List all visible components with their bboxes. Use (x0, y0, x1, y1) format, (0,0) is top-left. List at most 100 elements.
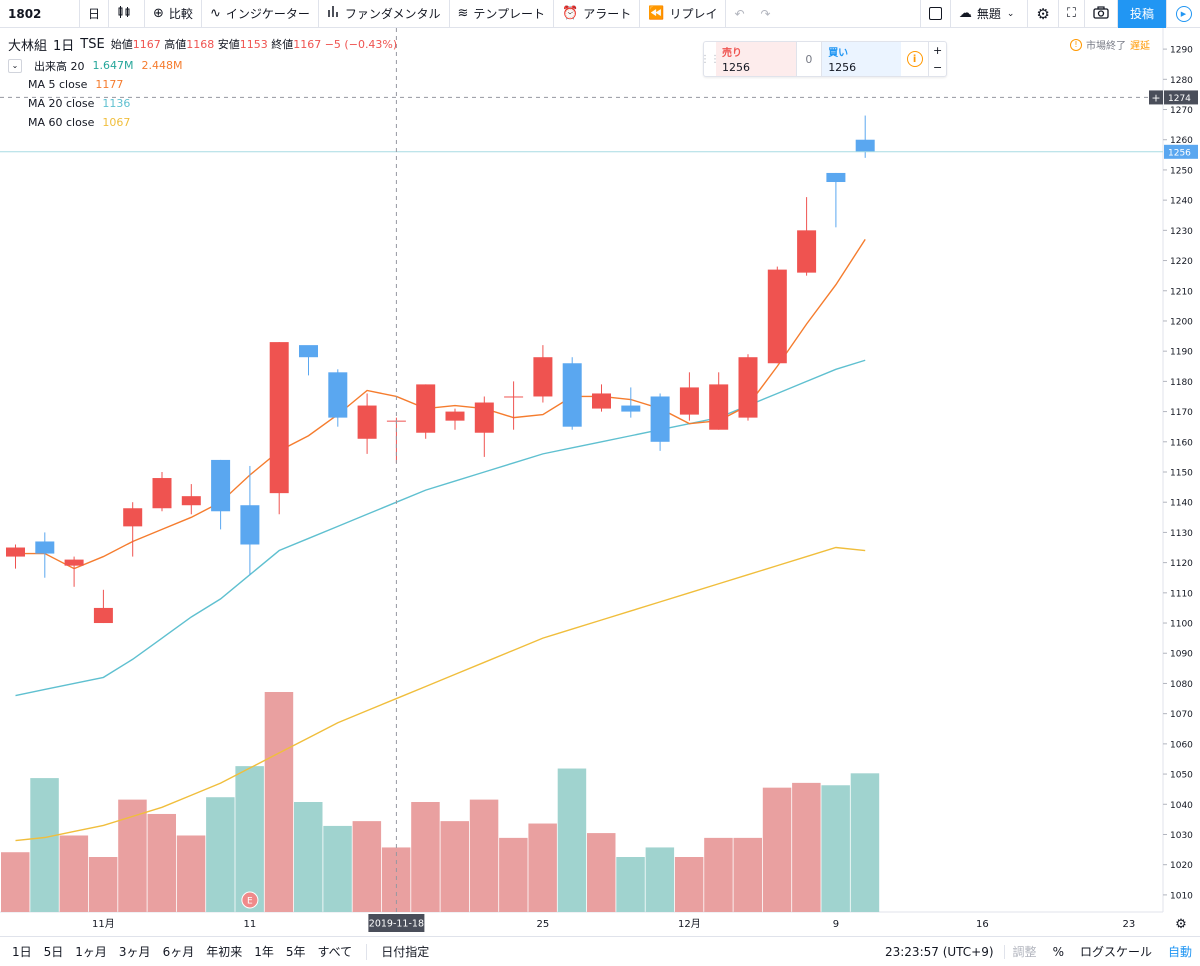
price-tick-label: 1030 (1170, 831, 1193, 841)
candle-body (416, 384, 436, 433)
bottom-toolbar: 1日 5日 1ヶ月 3ヶ月 6ヶ月 年初来 1年 5年 すべて 日付指定 23:23:57 (U… (0, 936, 1200, 966)
info-button[interactable]: i (901, 42, 928, 76)
axis-settings-gear-icon[interactable]: ⚙ (1175, 917, 1187, 932)
volume-bar (674, 857, 704, 912)
range-button-7[interactable]: 5年 (285, 945, 306, 959)
symbol-label: 1802 (8, 6, 42, 21)
settings-button[interactable]: ⚙ (1028, 0, 1059, 28)
volume-legend[interactable]: ⌄ 出来高 20 1.647M 2.448M (8, 56, 397, 75)
candle-body (269, 342, 289, 494)
volume-bar (704, 837, 733, 912)
ma5-legend[interactable]: MA 5 close 1177 (8, 75, 397, 94)
plus-button[interactable]: + (933, 44, 943, 57)
volume-bar (30, 778, 59, 912)
collapse-chevron-icon[interactable]: ⌄ (8, 58, 22, 73)
compare-button[interactable]: ⊕ 比較 (145, 0, 202, 28)
interval-button[interactable]: 日 (80, 0, 110, 28)
price-tick-label: 1040 (1170, 801, 1193, 811)
candle-body (299, 345, 318, 358)
goto-date-button[interactable]: 日付指定 (381, 945, 430, 959)
buy-label: 買い (828, 48, 849, 59)
candle-body (855, 139, 875, 152)
price-axis[interactable] (1163, 28, 1200, 912)
publish-button[interactable]: 投稿 (1117, 0, 1166, 28)
date-range-group: 1日 5日 1ヶ月 3ヶ月 6ヶ月 年初来 1年 5年 すべて (0, 943, 358, 960)
symbol-search-button[interactable]: 1802 (0, 0, 80, 28)
bar-chart-icon (327, 5, 340, 22)
layout-button[interactable] (921, 0, 951, 28)
clock-label[interactable]: 23:23:57 (UTC+9) (875, 944, 1005, 959)
range-button-1[interactable]: 5日 (43, 945, 64, 959)
percent-scale-button[interactable]: % (1052, 944, 1064, 959)
low-label: 安値 (217, 38, 240, 51)
delay-badge: 遅延 (1130, 41, 1150, 52)
fundamentals-button[interactable]: ファンダメンタル (319, 0, 450, 28)
price-tick-label: 1190 (1170, 348, 1193, 358)
alert-button[interactable]: ⏰ アラート (554, 0, 641, 28)
chart-style-button[interactable] (109, 0, 146, 28)
live-stream-button[interactable]: ▶ (1166, 0, 1200, 28)
range-button-3[interactable]: 3ヶ月 (118, 945, 151, 959)
chart-area[interactable]: 1010 1020 1030 1040 1050 1060 1070 1080 1090 1100… (0, 28, 1200, 936)
candle-body (533, 357, 553, 397)
divider (366, 943, 368, 960)
chart-canvas[interactable]: 1010 1020 1030 1040 1050 1060 1070 1080 1090 1100… (0, 28, 1200, 936)
auto-scale-button[interactable]: 自動 (1167, 945, 1192, 959)
price-tick-label: 1270 (1170, 106, 1193, 116)
market-status[interactable]: ! 市場終了 遅延 (1070, 37, 1150, 52)
fullscreen-button[interactable]: ⛶ (1059, 0, 1085, 28)
open-label: 始値 (110, 38, 133, 51)
price-tick-label: 1230 (1170, 227, 1193, 237)
adjust-button[interactable]: 調整 (1012, 945, 1037, 959)
range-button-2[interactable]: 1ヶ月 (75, 945, 107, 959)
save-layout-button[interactable]: ☁ 無題 ⌄ (951, 0, 1029, 28)
time-tick-label: 23 (1123, 919, 1136, 930)
symbol-exchange: TSE (80, 36, 105, 52)
templates-button[interactable]: ≋ テンプレート (450, 0, 555, 28)
indicator-icon: ∿ (209, 6, 221, 21)
price-tick-label: 1260 (1170, 136, 1193, 146)
candle-body (474, 402, 494, 433)
range-button-4[interactable]: 6ヶ月 (162, 945, 195, 959)
template-icon: ≋ (457, 6, 469, 21)
volume-bar (206, 797, 235, 912)
ma60-legend[interactable]: MA 60 close 1067 (8, 113, 397, 132)
candle-body (504, 396, 524, 398)
ma60-value: 1067 (102, 116, 131, 129)
buy-button[interactable]: 買い 1256 (822, 42, 901, 76)
candles-icon (117, 5, 131, 23)
price-tick-label: 1200 (1170, 317, 1193, 327)
price-tick-label: 1080 (1170, 680, 1193, 690)
range-button-5[interactable]: 年初来 (206, 945, 243, 959)
sell-button[interactable]: 売り 1256 (716, 42, 797, 76)
earnings-marker[interactable] (241, 891, 259, 909)
crosshair-plus-button[interactable] (1149, 90, 1163, 105)
price-tick-label: 1070 (1170, 710, 1193, 720)
minus-button[interactable]: − (933, 61, 943, 74)
volume-bar (59, 835, 89, 912)
replay-button[interactable]: ⏪ リプレイ (640, 0, 727, 28)
log-scale-button[interactable]: ログスケール (1079, 945, 1152, 959)
drag-handle-icon[interactable]: ⋮⋮ (700, 53, 720, 65)
play-icon: ▶ (1175, 5, 1192, 22)
undo-button[interactable]: ↶ (726, 0, 752, 28)
range-button-6[interactable]: 1年 (254, 945, 274, 959)
symbol-legend[interactable]: 大林組 1日 TSE 始値1167 高値1168 安値1153 終値1167 −… (8, 36, 397, 54)
range-button-8[interactable]: すべて (317, 945, 353, 959)
range-button-0[interactable]: 1日 (12, 945, 32, 959)
price-tick-label: 1110 (1170, 589, 1193, 599)
ma5-line (15, 239, 866, 570)
redo-button[interactable]: ↷ (753, 0, 779, 28)
publish-label: 投稿 (1129, 7, 1154, 21)
time-tick-label: 9 (833, 919, 839, 930)
indicators-button[interactable]: ∿ インジケーター (202, 0, 319, 28)
layout-name-label: 無題 (976, 7, 1001, 21)
volume-bar (528, 823, 557, 912)
chevron-down-icon: ⌄ (1006, 8, 1015, 19)
snapshot-button[interactable] (1085, 0, 1118, 28)
interval-label: 日 (88, 7, 101, 21)
price-tick-label: 1250 (1170, 166, 1193, 176)
candle-body (562, 363, 582, 427)
ma20-legend[interactable]: MA 20 close 1136 (8, 94, 397, 113)
high-value: 1168 (186, 38, 215, 51)
